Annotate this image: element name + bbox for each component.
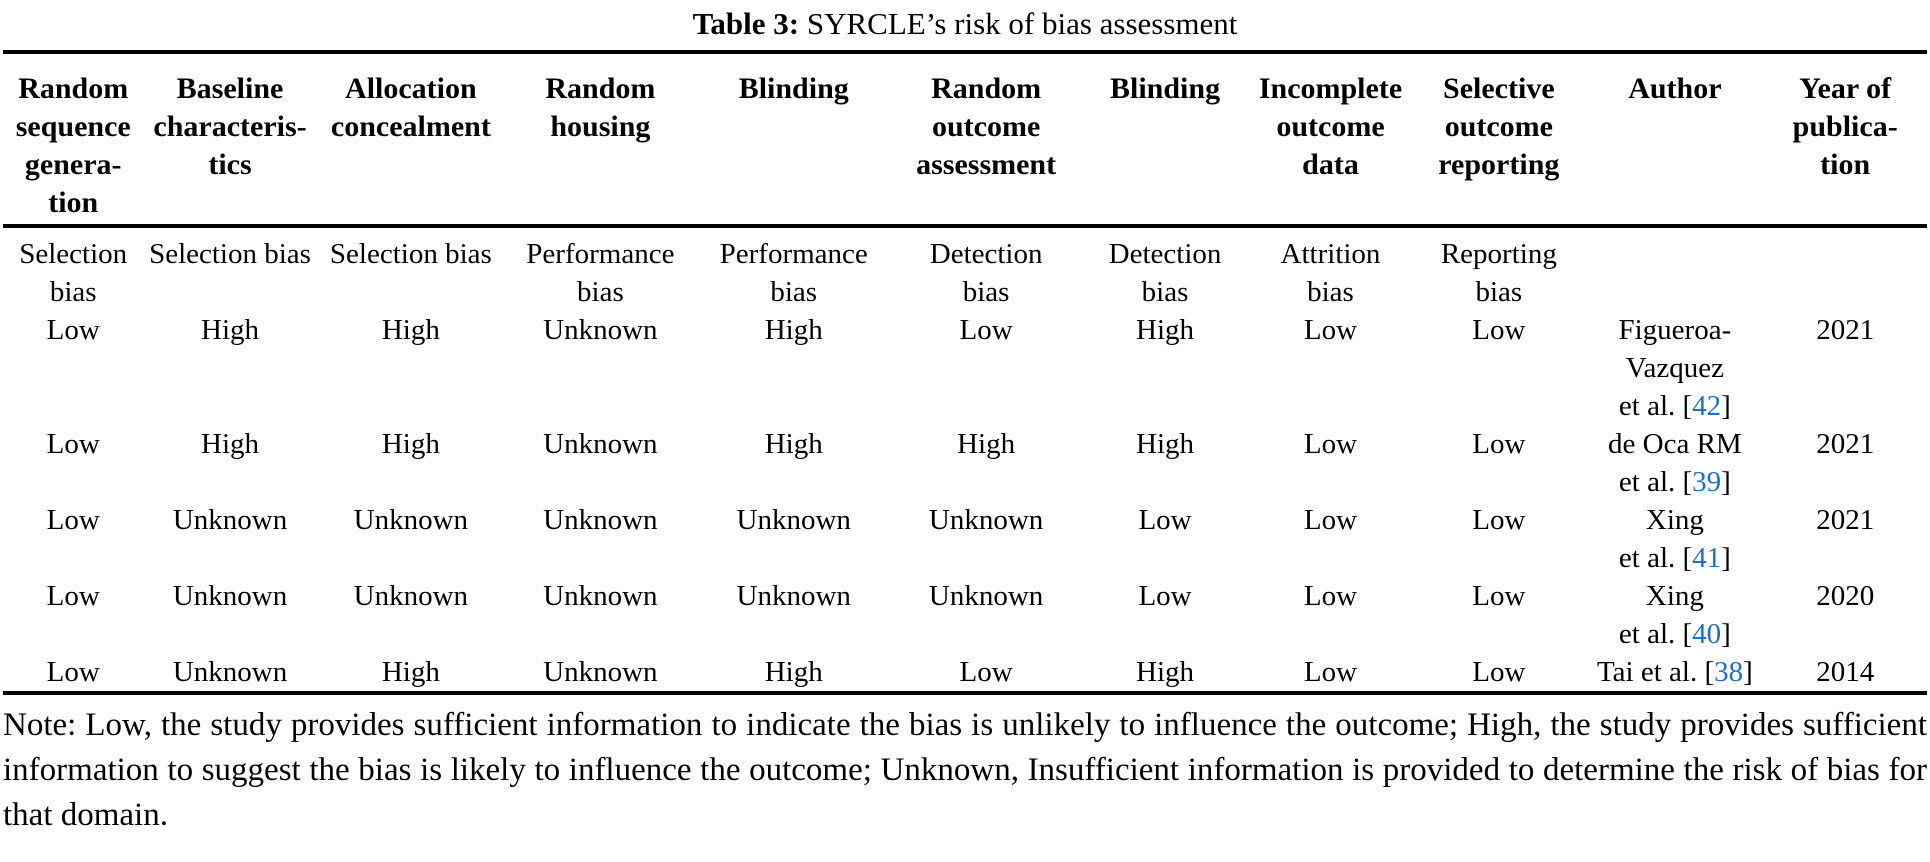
rating-cell: Low [1472, 580, 1526, 612]
rating-cell: Low [1303, 504, 1358, 536]
year-cell: 2021 [1816, 504, 1875, 536]
rating-cell: Low [1303, 314, 1358, 346]
rating-cell: Low [1472, 314, 1526, 346]
rating-cell: Unknown [543, 504, 658, 536]
citation-link[interactable]: 41 [1692, 542, 1722, 574]
bias-type-cell: Reporting bias [1440, 238, 1557, 308]
rating-cell: Unknown [172, 580, 288, 612]
column-header: Selective outcome reporting [1411, 52, 1587, 228]
rating-cell: High [764, 314, 823, 346]
table-title-number: Table 3: [692, 6, 800, 41]
column-header: Random sequence genera-tion [3, 52, 144, 228]
year-cell: 2021 [1816, 428, 1875, 460]
citation-link[interactable]: 39 [1692, 466, 1722, 498]
year-cell: 2021 [1816, 314, 1875, 346]
author-cell: Xing et al. [41] [1618, 504, 1731, 574]
rating-cell: Unknown [353, 580, 469, 612]
rating-cell: Low [46, 314, 100, 346]
column-header: Incomplete outcome data [1249, 52, 1412, 228]
rating-cell: Unknown [353, 504, 469, 536]
rating-cell: High [1136, 314, 1195, 346]
rating-cell: Low [46, 656, 100, 688]
rating-cell: Low [1472, 656, 1526, 688]
author-cell: Tai et al. [38] [1596, 656, 1753, 688]
column-header: Baseline characteris-tics [143, 52, 317, 228]
rating-cell: Unknown [928, 580, 1044, 612]
author-cell: Figueroa- Vazquez et al. [42] [1618, 314, 1732, 422]
rating-cell: High [764, 428, 823, 460]
year-cell: 2014 [1816, 656, 1875, 688]
rating-cell: Low [1303, 580, 1358, 612]
bias-type-cell: Attrition bias [1280, 238, 1381, 308]
study-row: Low High High Unknown High High High Low Low de O… [3, 425, 1927, 501]
table-title: Table 3: SYRCLE’s risk of bias assessmen… [0, 0, 1930, 42]
author-cell: de Oca RM et al. [39] [1608, 428, 1742, 498]
column-header: Random housing [505, 52, 696, 228]
bias-type-cell: Detection bias [1108, 238, 1222, 308]
rating-cell: Unknown [543, 580, 658, 612]
rating-cell: High [1136, 428, 1195, 460]
rating-cell: Low [1472, 504, 1526, 536]
rating-cell: Low [1303, 428, 1358, 460]
rating-cell: High [201, 428, 260, 460]
bias-type-cell: Selection bias [329, 238, 492, 270]
table-header: Random sequence genera-tion Baseline charact… [3, 52, 1927, 228]
bias-type-cell [1586, 226, 1763, 311]
table-body: Selection bias Selection bias Selection bia… [3, 226, 1927, 693]
table-note: Note: Low, the study provides sufficient… [3, 707, 1927, 833]
rating-cell: Unknown [736, 504, 851, 536]
rating-cell: Unknown [543, 428, 658, 460]
rating-cell: High [381, 428, 440, 460]
citation-link[interactable]: 40 [1692, 618, 1722, 650]
rating-cell: Low [959, 314, 1013, 346]
rating-cell: High [381, 314, 440, 346]
column-header: Author [1586, 52, 1764, 228]
bias-type-cell: Performance bias [526, 238, 675, 308]
table-header-row: Random sequence genera-tion Baseline charact… [3, 52, 1927, 228]
bias-type-cell: Selection bias [149, 238, 311, 270]
rating-cell: Low [1472, 428, 1526, 460]
rating-cell: Unknown [172, 656, 288, 688]
column-header: Blinding [1080, 52, 1250, 228]
rating-cell: High [381, 656, 440, 688]
rating-cell: Low [1138, 504, 1192, 536]
study-row: Low Unknown High Unknown High Low High Low Low Ta… [3, 653, 1927, 693]
study-row: Low Unknown Unknown Unknown Unknown Unknown Lo… [3, 577, 1927, 653]
rating-cell: Unknown [543, 314, 658, 346]
citation-link[interactable]: 38 [1714, 656, 1744, 688]
rating-cell: High [764, 656, 823, 688]
bias-type-cell: Detection bias [929, 238, 1043, 308]
rating-cell: Unknown [736, 580, 851, 612]
rating-cell: Low [1303, 656, 1358, 688]
bias-type-cell: Performance bias [719, 238, 868, 308]
author-cell: Xing et al. [40] [1618, 580, 1731, 650]
column-header: Random outcome assessment [891, 52, 1081, 228]
table-title-caption: SYRCLE’s risk of bias assessment [806, 6, 1238, 41]
rating-cell: Low [46, 504, 100, 536]
rating-cell: High [1136, 656, 1195, 688]
year-cell: 2020 [1816, 580, 1875, 612]
rating-cell: Unknown [928, 504, 1044, 536]
rating-cell: Unknown [172, 504, 288, 536]
rating-cell: High [957, 428, 1016, 460]
column-header: Year of publica-tion [1763, 52, 1927, 228]
citation-link[interactable]: 42 [1692, 390, 1722, 422]
rating-cell: Low [46, 580, 100, 612]
column-header: Blinding [695, 52, 892, 228]
column-header: Allocation concealment [316, 52, 506, 228]
risk-of-bias-table: Random sequence genera-tion Baseline charact… [3, 50, 1927, 695]
rating-cell: High [201, 314, 260, 346]
rating-cell: Low [959, 656, 1013, 688]
bias-type-cell: Selection bias [19, 238, 128, 308]
study-row: Low High High Unknown High Low High Low Low Figue… [3, 311, 1927, 425]
rating-cell: Low [1138, 580, 1192, 612]
bias-type-cell [1763, 226, 1927, 311]
study-row: Low Unknown Unknown Unknown Unknown Unknown Lo… [3, 501, 1927, 577]
bias-type-row: Selection bias Selection bias Selection bia… [3, 226, 1927, 311]
rating-cell: Unknown [543, 656, 658, 688]
rating-cell: Low [46, 428, 100, 460]
